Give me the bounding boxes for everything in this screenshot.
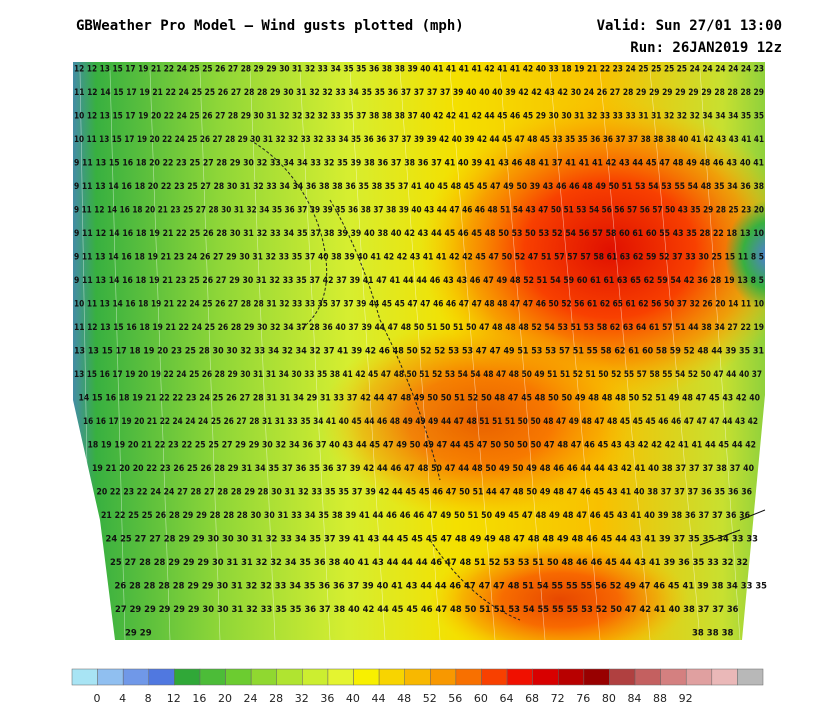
colorbar-label: 52 [423,692,437,705]
colorbar-label: 24 [244,692,258,705]
colorbar-swatch [404,668,431,686]
title: GBWeather Pro Model — Wind gusts plotted… [76,18,464,34]
gust-row: 12 12 13 15 17 19 21 22 24 25 25 26 27 2… [74,65,764,75]
gust-values: 12 12 13 15 17 19 21 22 24 25 25 26 27 2… [74,65,767,639]
colorbar-swatch [276,668,303,686]
coastline [699,509,766,546]
gust-row: 19 21 20 20 22 23 26 25 26 28 29 31 34 3… [92,464,754,474]
gust-row: 14 15 16 18 19 21 22 22 23 24 25 26 27 2… [79,394,761,404]
colorbar-label: 32 [295,692,309,705]
colorbar-label: 28 [269,692,283,705]
colorbar-label: 92 [679,692,693,705]
colorbar-label: 56 [448,692,462,705]
gust-row: 13 13 15 17 18 19 20 23 25 28 30 30 32 3… [74,347,764,357]
colorbar-swatch [71,668,98,686]
gust-row: 21 22 25 25 26 28 29 29 28 28 28 30 30 3… [101,511,750,521]
colorbar-label: 12 [167,692,181,705]
gust-row: 9 11 12 14 16 18 20 21 23 25 27 28 30 31… [74,206,764,216]
colorbar-swatch [609,668,636,686]
gust-row: 11 12 13 15 16 18 19 21 22 24 25 26 28 2… [74,323,764,333]
gust-row: 29 29 [125,629,152,639]
colorbar-swatch [737,668,764,686]
gust-row: 9 11 13 14 16 18 19 21 23 24 26 27 29 30… [74,253,764,263]
gust-row: 16 16 17 19 20 21 22 24 24 24 25 26 27 2… [83,417,758,427]
gust-row: 27 29 29 29 29 29 30 30 31 32 33 35 35 3… [115,605,739,615]
colorbar-label: 16 [192,692,206,705]
colorbar-swatch [558,668,585,686]
colorbar-swatch [174,668,201,686]
gust-row: 20 22 23 22 24 24 27 28 27 28 28 29 28 3… [97,488,753,498]
colorbar-swatch [199,668,226,686]
colorbar-swatch [250,668,277,686]
colorbar-swatch [378,668,405,686]
colorbar-swatch [302,668,329,686]
colorbar-label: 48 [397,692,411,705]
colorbar-label: 8 [145,692,152,705]
coastline [249,139,521,621]
gust-row: 38 38 38 [692,629,733,639]
colorbar-swatch [327,668,354,686]
gust-row: 13 15 16 17 19 20 19 22 24 25 26 28 29 3… [74,370,762,380]
colorbar-label: 84 [627,692,641,705]
colorbar-swatch [506,668,533,686]
gust-row: 10 11 13 15 17 19 20 22 24 25 26 27 28 2… [74,135,764,145]
run-time: Run: 26JAN2019 12z [630,40,782,56]
gust-row: 9 11 13 14 16 18 19 21 23 25 26 27 29 30… [74,276,764,286]
colorbar-label: 40 [346,692,360,705]
colorbar-label: 68 [525,692,539,705]
colorbar-swatch [685,668,713,686]
gust-row: 9 11 13 14 16 18 20 22 23 25 27 28 30 31… [74,182,764,192]
gust-row: 25 27 28 28 29 29 29 30 31 31 32 32 34 3… [110,558,748,568]
colorbar-swatch [353,668,380,686]
gust-row: 10 12 13 15 17 19 20 22 24 25 26 27 28 2… [74,112,764,122]
colorbar-swatch [430,668,457,686]
colorbar-swatch [532,668,559,686]
colorbar-label: 88 [653,692,667,705]
colorbar-label: 4 [119,692,126,705]
colorbar-label: 80 [602,692,616,705]
colorbar-swatch [455,668,482,686]
gust-row: 24 25 27 27 28 29 29 30 30 30 31 32 33 3… [106,535,759,545]
colorbar-swatch [481,668,508,686]
colorbar-swatch [225,668,252,686]
colorbar-label: 44 [372,692,386,705]
colorbar-label: 20 [218,692,232,705]
colorbar-swatch [634,668,661,686]
colorbar-label: 76 [576,692,590,705]
colorbar-swatch [711,668,738,686]
colorbar-swatch [97,668,124,686]
colorbar-label: 64 [499,692,513,705]
colorbar-swatch [660,668,687,686]
colorbar-swatch [148,668,175,686]
gust-row: 9 11 13 15 16 18 20 22 23 25 27 28 29 30… [74,159,764,169]
gust-row: 26 28 28 28 28 29 29 30 31 32 32 33 34 3… [115,582,768,592]
valid-time: Valid: Sun 27/01 13:00 [597,18,782,34]
gust-field [73,62,765,640]
colorbar-swatch [583,668,610,686]
wind-streaks [79,69,741,640]
colorbar-label: 72 [551,692,565,705]
gust-row: 18 19 19 20 21 22 23 22 25 25 27 29 29 3… [88,441,757,451]
colorbar-swatch [122,668,150,686]
gust-row: 10 11 13 14 16 18 19 21 22 24 25 26 27 2… [74,300,764,310]
colorbar: 0 4 8 12 16 20 24 28 32 36 40 44 48 52 56 60 64 68 72 76 80 8… [71,668,764,705]
colorbar-label: 36 [320,692,334,705]
gust-row: 11 12 14 15 17 19 21 22 24 25 25 26 27 2… [74,88,764,98]
gust-row: 9 11 12 14 16 18 19 21 22 25 26 28 30 31… [74,229,764,239]
colorbar-label: 0 [94,692,101,705]
colorbar-label: 60 [474,692,488,705]
